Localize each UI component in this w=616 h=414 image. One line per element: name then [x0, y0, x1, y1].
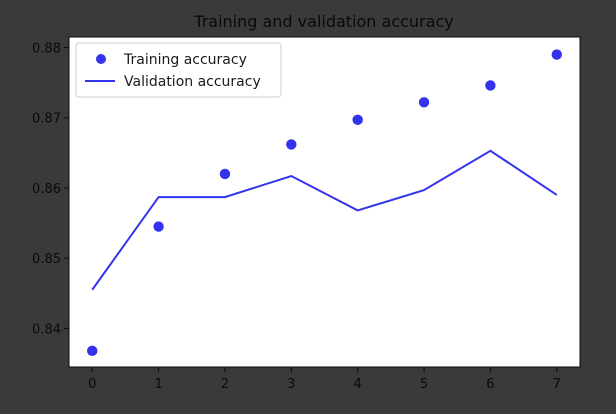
- training-accuracy-point: [352, 114, 363, 126]
- x-tick-label: 6: [486, 377, 494, 392]
- training-accuracy-point: [219, 168, 231, 180]
- x-tick-label: 4: [354, 377, 362, 392]
- training-accuracy-point: [87, 345, 98, 357]
- legend-box: [75, 42, 282, 98]
- training-accuracy-point: [286, 139, 297, 150]
- legend: Training accuracy Validation accuracy: [75, 42, 282, 98]
- chart-title: Training and validation accuracy: [193, 12, 453, 31]
- validation-accuracy-line: [91, 149, 558, 291]
- x-tick-label: 2: [221, 377, 229, 392]
- x-tick-label: 0: [88, 377, 96, 392]
- legend-marker-training: [96, 54, 106, 64]
- training-accuracy-point: [153, 221, 164, 232]
- y-tick-label: 0.84: [32, 322, 61, 337]
- y-tick-label: 0.85: [32, 252, 61, 267]
- x-tick-label: 7: [553, 377, 561, 392]
- training-accuracy-point: [551, 49, 562, 60]
- y-axis: 0.84 0.85 0.86 0.87 0.88: [32, 42, 69, 337]
- legend-label-training: Training accuracy: [123, 52, 247, 68]
- x-tick-label: 1: [154, 377, 162, 392]
- training-accuracy-point: [418, 97, 430, 108]
- y-tick-label: 0.86: [32, 182, 61, 197]
- y-tick-label: 0.87: [32, 112, 61, 127]
- x-tick-label: 5: [420, 377, 428, 392]
- y-tick-label: 0.88: [32, 42, 61, 57]
- x-tick-label: 3: [287, 377, 295, 392]
- training-accuracy-point: [485, 80, 496, 91]
- legend-label-validation: Validation accuracy: [124, 74, 261, 90]
- x-axis: 0 1 2 3 4 5 6 7: [88, 367, 561, 392]
- series-layer: [87, 49, 562, 357]
